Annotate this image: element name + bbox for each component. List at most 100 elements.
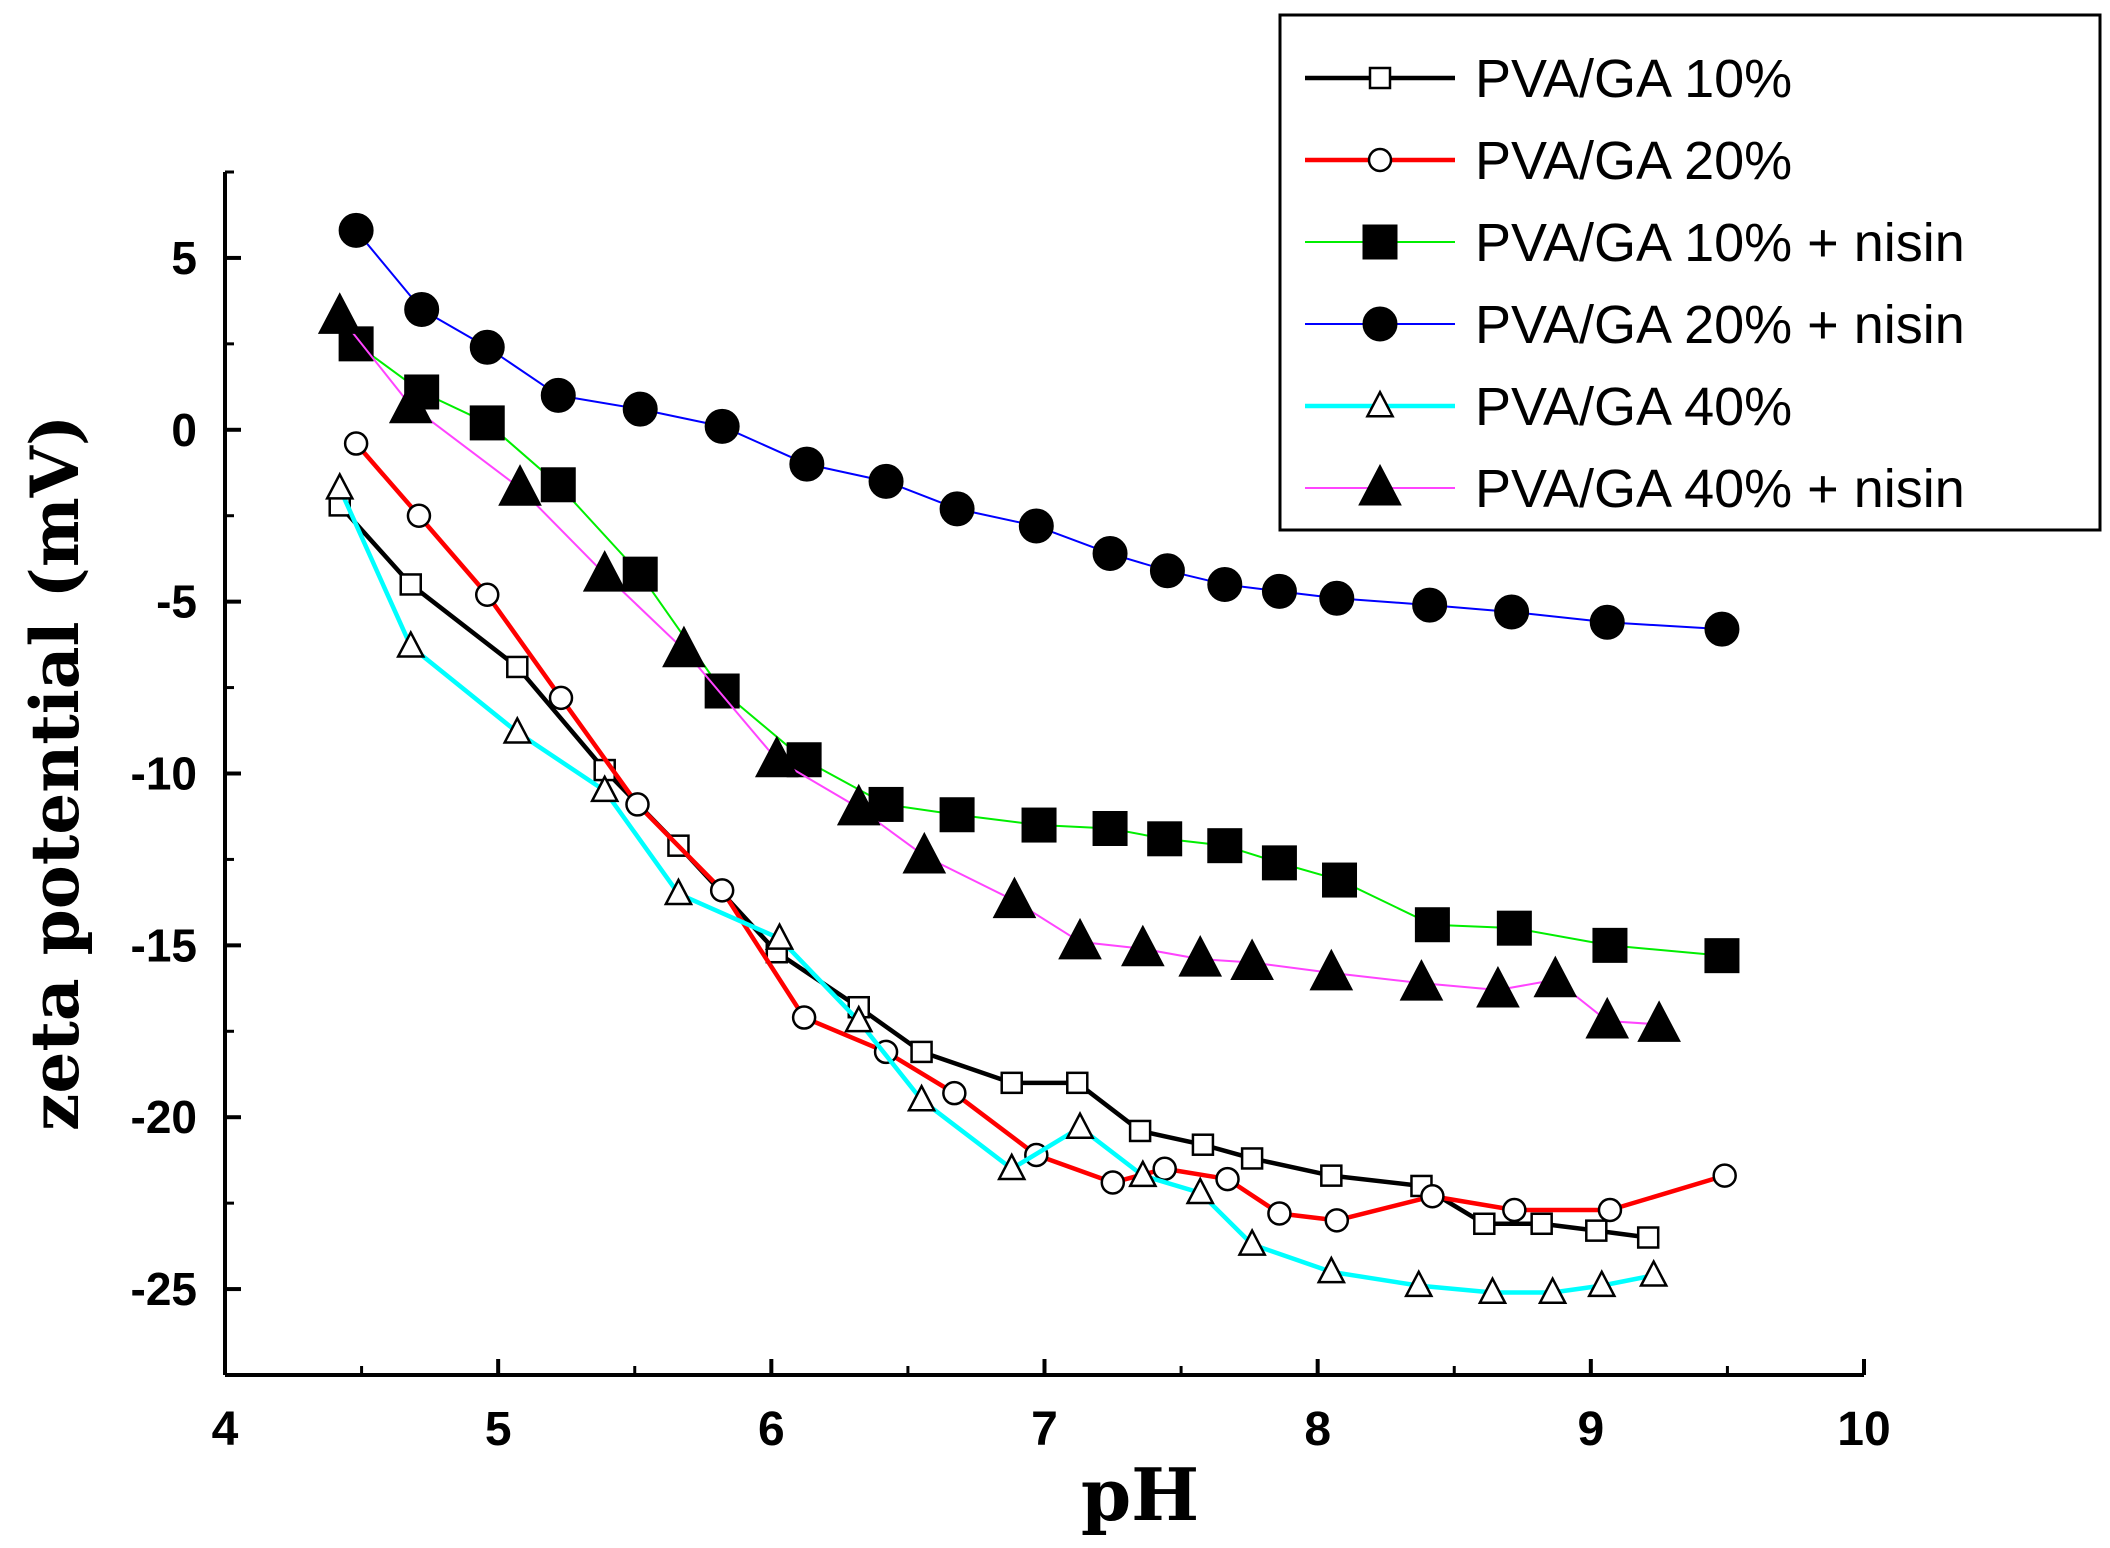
data-point bbox=[590, 774, 620, 803]
data-point bbox=[622, 556, 658, 592]
x-axis-title: pH bbox=[1081, 1452, 1199, 1537]
legend-marker bbox=[1362, 306, 1398, 342]
series-3 bbox=[338, 326, 1740, 974]
data-point bbox=[997, 1152, 1027, 1181]
y-axis-title: zeta potential (mV) bbox=[16, 415, 94, 1131]
data-point bbox=[1320, 1164, 1343, 1187]
legend-label: PVA/GA 40% bbox=[1475, 377, 1792, 437]
data-point bbox=[317, 292, 362, 334]
data-point bbox=[540, 377, 576, 413]
data-point bbox=[396, 629, 426, 658]
data-point bbox=[1597, 1197, 1623, 1223]
legend-item: PVA/GA 20% bbox=[1305, 131, 1792, 191]
x-tick-label: 7 bbox=[1031, 1403, 1058, 1456]
data-point bbox=[404, 291, 440, 327]
data-point bbox=[1496, 910, 1532, 946]
data-point bbox=[1215, 1166, 1240, 1192]
data-point bbox=[836, 783, 881, 826]
data-point bbox=[1637, 1000, 1681, 1042]
data-point bbox=[1530, 1212, 1553, 1236]
data-point bbox=[1066, 1071, 1089, 1095]
data-point bbox=[399, 573, 423, 596]
data-point bbox=[343, 431, 369, 456]
legend-item: PVA/GA 20% + nisin bbox=[1305, 295, 1965, 355]
data-point bbox=[1589, 604, 1625, 640]
data-point bbox=[325, 471, 355, 500]
data-point bbox=[506, 655, 529, 679]
data-point bbox=[338, 212, 374, 248]
data-point bbox=[1021, 807, 1057, 843]
data-point bbox=[939, 491, 975, 527]
data-point bbox=[1704, 938, 1740, 974]
legend-marker bbox=[1365, 389, 1395, 418]
data-point bbox=[754, 735, 799, 778]
data-point bbox=[406, 503, 432, 528]
data-point bbox=[498, 464, 542, 506]
legend-label: PVA/GA 10% + nisin bbox=[1475, 213, 1965, 273]
series-5 bbox=[325, 471, 1669, 1304]
legend-label: PVA/GA 40% + nisin bbox=[1475, 459, 1965, 519]
data-point bbox=[704, 408, 740, 444]
data-point bbox=[622, 391, 658, 427]
data-point bbox=[1420, 1184, 1445, 1209]
data-point bbox=[902, 831, 947, 874]
legend-label: PVA/GA 20% bbox=[1475, 131, 1792, 191]
data-point bbox=[789, 446, 825, 482]
data-point bbox=[1207, 566, 1243, 602]
data-point bbox=[1585, 1219, 1608, 1242]
data-point bbox=[1128, 1159, 1158, 1188]
series-4 bbox=[338, 212, 1740, 647]
data-point bbox=[1636, 1226, 1660, 1249]
data-point bbox=[1065, 1111, 1095, 1139]
series-layer bbox=[317, 212, 1740, 1304]
data-point bbox=[1324, 1208, 1350, 1233]
data-point bbox=[1261, 573, 1297, 609]
data-point bbox=[1092, 810, 1128, 846]
legend-marker bbox=[1358, 463, 1402, 506]
data-point bbox=[1638, 1258, 1669, 1287]
legend-marker bbox=[1368, 66, 1392, 90]
legend-item: PVA/GA 10% bbox=[1305, 49, 1792, 109]
y-tick-label: -10 bbox=[131, 748, 197, 800]
data-point bbox=[1414, 907, 1450, 943]
data-point bbox=[1587, 1269, 1617, 1298]
data-point bbox=[469, 405, 505, 441]
data-point bbox=[1309, 948, 1354, 991]
data-point bbox=[662, 625, 706, 668]
data-point bbox=[1000, 1071, 1023, 1095]
data-point bbox=[1230, 938, 1274, 981]
data-point bbox=[663, 877, 694, 906]
data-point bbox=[1058, 917, 1102, 960]
data-point bbox=[548, 685, 574, 711]
x-tick-label: 4 bbox=[212, 1403, 239, 1456]
data-point bbox=[582, 550, 627, 592]
x-tick-label: 10 bbox=[1837, 1403, 1890, 1456]
data-point bbox=[1152, 1156, 1177, 1182]
legend-marker bbox=[1367, 147, 1393, 173]
y-ticks: 5 0 -5 -10 -15 -20 -25 bbox=[131, 170, 241, 1377]
x-tick-label: 9 bbox=[1577, 1403, 1604, 1456]
data-point bbox=[502, 715, 532, 744]
legend-item: PVA/GA 40% bbox=[1305, 377, 1792, 437]
legend-marker bbox=[1362, 224, 1398, 260]
data-point bbox=[704, 673, 740, 709]
data-point bbox=[1237, 1227, 1267, 1256]
legend: PVA/GA 10% PVA/GA 20% PVA/GA 10% + nisin PV… bbox=[1278, 13, 2102, 532]
legend-label: PVA/GA 10% bbox=[1475, 49, 1792, 109]
data-point bbox=[1316, 1255, 1346, 1284]
data-point bbox=[1476, 965, 1520, 1008]
legend-item: PVA/GA 10% + nisin bbox=[1305, 213, 1965, 273]
data-point bbox=[540, 467, 576, 503]
data-point bbox=[1100, 1170, 1126, 1195]
data-point bbox=[1121, 924, 1165, 967]
y-tick-label: -5 bbox=[156, 576, 197, 628]
data-point bbox=[1412, 587, 1448, 623]
data-point bbox=[1477, 1276, 1508, 1304]
data-point bbox=[1207, 828, 1243, 864]
data-point bbox=[1473, 1212, 1496, 1236]
data-point bbox=[1261, 845, 1297, 881]
data-point bbox=[910, 1040, 933, 1064]
legend-item: PVA/GA 40% + nisin bbox=[1305, 459, 1965, 519]
data-point bbox=[1018, 508, 1054, 544]
